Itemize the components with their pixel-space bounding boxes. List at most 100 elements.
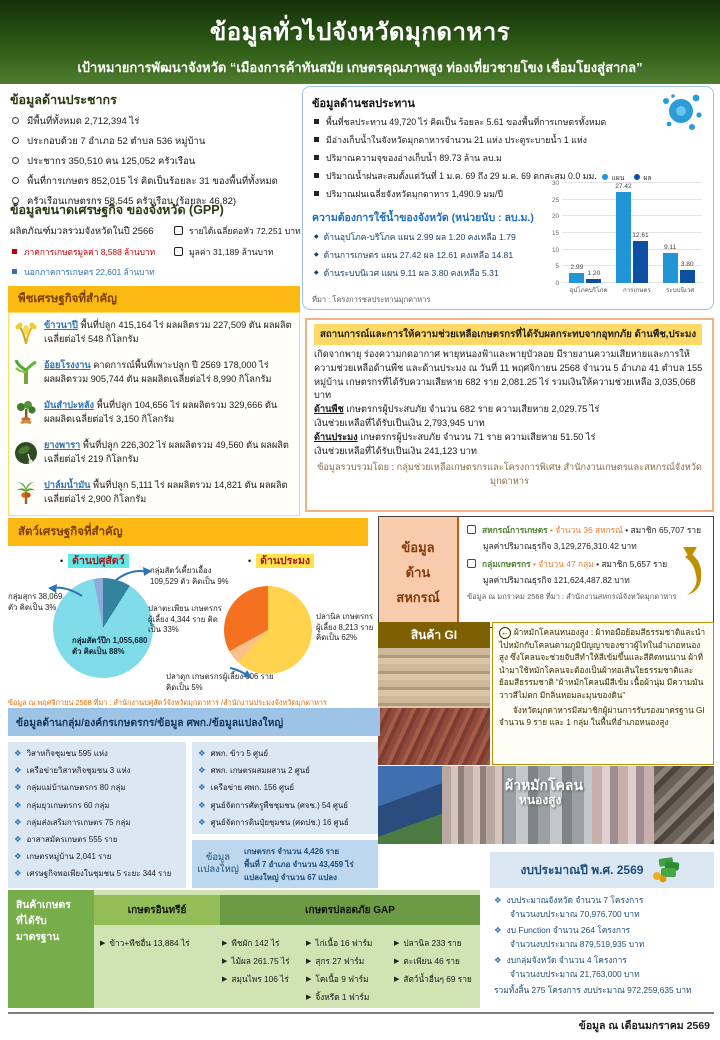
bar-ระบบนิเวศ: 9.11 [662,244,678,283]
pointer-arrow-icon [229,667,252,678]
standards-item: ไก่เนื้อ 16 ฟาร์ม [315,938,373,948]
table-cell: ▶ สัตว์น้ำอื่นๆ 69 ราย [394,974,478,985]
clover-bullet-icon: ❖ [198,782,206,793]
gi-header: สินค้า GI [378,622,490,648]
water-demand-block: ความต้องการใช้น้ำของจังหวัด (หน่วยนับ : … [312,209,550,306]
cooperative-label: ข้อมูล ด้าน สหกรณ์ [379,517,459,627]
sugarcane-icon [14,358,40,391]
water-splash-icon [663,94,702,130]
list-item: มีพื้นที่ทั้งหมด 2,712,394 ไร่ [10,114,300,129]
table-cell: ▶ ไก่เนื้อ 16 ฟาร์ม [306,938,392,949]
group-item: อาสาสมัครเกษตร 555 ราย [26,834,118,844]
table-cell: ▶ ไม้ผล 261.75 ไร่ [222,956,304,967]
crop-item: อ้อยโรงงาน คาดการณ์พื้นที่เพาะปลูก ปี 25… [14,358,292,391]
irrigation-source: ที่มา : โครงการชลประทานมุกดาหาร [312,295,431,304]
triangle-bullet-icon: ▶ [394,976,400,983]
footer-date: ข้อมูล ณ เดือนมกราคม 2569 [578,1020,710,1032]
standards-item: ปลานิล 233 ราย [403,938,462,948]
irrigation-item: ปริมาณความจุของอ่างเก็บน้ำ 89.73 ล้าน ลบ… [326,153,502,163]
situation-plants: ด้านพืช เกษตรกรผู้ประสบภัย จำนวน 682 ราย… [314,403,705,417]
bar-อุปโภคบริโภค: 2.99 [569,264,585,283]
pie-label-catfish: ปลาดุก เกษตรกรผู้เลี้ยง 606 ราย คิดเป็น … [166,672,274,692]
crop-detail: คาดการณ์พื้นที่เพาะปลูก ปี 2569 178,000 … [44,360,272,385]
pie-livestock [53,578,153,678]
groups-title: ข้อมูลด้านกลุ่ม/องค์กรเกษตรกร/ข้อมูล ศพก… [16,717,284,729]
list-item: ❖ อาสาสมัครเกษตร 555 ราย [14,834,180,845]
irrigation-item: พื้นที่ชลประทาน 49,720 ไร่ คิดเป็น ร้อยล… [326,117,607,127]
pie1-title-row: • ด้านปศุสัตว์ [60,552,129,569]
population-item: พื้นที่การเกษตร 852,015 ไร่ คิดเป็นร้อยล… [27,176,278,187]
irrigation-item: ปริมาณฝนเฉลี่ยจังหวัดมุกดาหาร 1,490.9 มม… [326,189,503,199]
water-demand-item: ด้านการเกษตร แผน 27.42 ผล 12.61 คงเหลือ … [323,250,514,260]
gi-caption-line1: ผ้าหมักโคลน [505,777,584,793]
groups-right-box: ❖ ศพก. ข้าว 5 ศูนย์ ❖ ศพก. เกษตรผสมผสาน 2 … [192,742,378,834]
water-chart-plot: 0 5 10 15 20 25 30 2.99 1.20 27.42 12.61 9.11 3.80 [552,180,702,287]
gi-photo-woven-fabric [378,708,490,765]
crop-name: ยางพารา [44,440,81,450]
gpp-row: ผลิตภัณฑ์มวลรวมจังหวัดในปี 2566 รายได้เฉ… [10,224,302,239]
coop-members: • สมาชิก 65,707 ราย [625,525,701,535]
table-cell: ▶ พืชผัก 142 ไร่ [222,938,304,949]
crop-detail: พื้นที่ปลูก 104,656 ไร่ ผลผลิตรวม 329,66… [44,400,278,425]
rubber-icon [14,438,40,471]
page-title: ข้อมูลทั่วไปจังหวัดมุกดาหาร [209,19,511,46]
crop-item: ปาล์มน้ำมัน พื้นที่ปลูก 5,111 ไร่ ผลผลิต… [14,478,292,511]
water-chart-cats: อุปโภคบริโภค การเกษตร ระบบนิเวศ [569,287,695,294]
group-item: เครือข่าย ศพก. 156 ศูนย์ [210,783,294,793]
standards-label: สินค้าเกษตร ที่ได้รับ มาตรฐาน [8,890,94,1008]
gpp-row: ภาคการเกษตรมูลค่า 8,588 ล้านบาท มูลค่า 3… [10,245,302,259]
gi-caption-line2: หนองสูง [519,793,562,807]
triangle-bullet-icon: ▶ [394,940,400,947]
coop-label-line: ข้อมูล [401,539,435,555]
list-item: ครัวเรือนเกษตรกร 58,545 ครัวเรือน (ร้อยล… [10,194,300,209]
irrigation-item: มีอ่างเก็บน้ำในจังหวัดมุกดาหารจำนวน 21 แ… [326,135,587,145]
crops-title: พืชเศรษฐกิจที่สำคัญ [18,293,117,305]
list-item: ❖ กลุ่มยุวเกษตรกร 60 กลุ่ม [14,800,180,811]
gi-photo-cloth [442,766,504,844]
clover-bullet-icon: ❖ [14,782,22,793]
coop-name: สหกรณ์การเกษตร [482,525,548,535]
coop-name: กลุ่มเกษตรกร [482,559,531,569]
irrigation-title: ข้อมูลด้านชลประทาน [312,98,415,110]
pointer-arrow-icon [115,567,152,581]
clover-bullet-icon: ❖ [494,895,502,905]
water-chart-legend: แผน ผล [546,171,708,183]
clover-bullet-icon: ❖ [14,765,22,776]
gap-header: เกษตรปลอดภัย GAP [220,895,480,925]
clover-bullet-icon: ❖ [14,851,22,862]
standards-item: พืชผัก 142 ไร่ [231,938,280,948]
triangle-bullet-icon: ▶ [222,940,228,947]
flood-situation-section: สถานการณ์และการให้ความช่วยเหลือเกษตรกรที… [305,318,714,512]
population-section: ข้อมูลด้านประชากร มีพื้นที่ทั้งหมด 2,712… [10,90,300,214]
standards-item: โคเนื้อ 9 ฟาร์ม [315,974,369,984]
gi-photo-hanging-fabric [504,766,592,844]
gpp-income-text: รายได้เฉลี่ยต่อหัว 72,251 บาท [189,226,301,236]
budget-line: งบ Function จำนวน 264 โครงการ [506,925,631,935]
crop-name: มันสำปะหลัง [44,400,95,410]
gpp-agri-text: ภาคการเกษตรมูลค่า 8,588 ล้านบาท [24,247,156,257]
diamond-bullet-icon: ◆ [314,234,319,240]
list-item: ❖ กลุ่มส่งเสริมการเกษตร 75 กลุ่ม [14,817,180,828]
diamond-bullet-icon: ◆ [314,252,319,258]
clover-bullet-icon: ❖ [494,955,502,965]
triangle-bullet-icon: ▶ [306,976,312,983]
coop-members: • สมาชิก 5,657 ราย [596,559,668,569]
bigplot-line: เกษตรกร จำนวน 4,426 ราย [244,846,339,856]
budget-item: ❖ งบ Function จำนวน 264 โครงการ [494,924,714,936]
clover-bullet-icon: ❖ [14,799,22,810]
pie-label-poultry: กลุ่มสัตว์ปีก 1,055,680 ตัว คิดเป็น 88% [72,636,148,656]
group-item: เกษตรหมู่บ้าน 2,041 ราย [26,852,112,862]
water-demand-title: ความต้องการใช้น้ำของจังหวัด (หน่วยนับ : … [312,212,534,224]
group-item: เครือข่ายวิสาหกิจชุมชน 3 แห่ง [26,766,131,776]
list-item: พื้นที่การเกษตร 852,015 ไร่ คิดเป็นร้อยล… [10,174,300,189]
situation-title: สถานการณ์และการให้ความช่วยเหลือเกษตรกรที… [314,324,703,345]
gpp-title: ข้อมูลขนาดเศรษฐกิจ ของจังหวัด (GPP) [10,203,224,217]
standards-label-line: สินค้าเกษตร [16,900,71,911]
group-item: ศพก. ข้าว 5 ศูนย์ [210,749,269,758]
bar-ระบบนิเวศ: 3.80 [679,261,695,283]
clover-bullet-icon: ❖ [14,833,22,844]
situation-plants-money: เงินช่วยเหลือที่ได้รับเป็นเงิน 2,793,945… [314,417,485,428]
gi-text-1: ผ้าหมักโคลนหนองสูง : ผ้าทอมือย้อมสีธรรมช… [499,628,706,700]
circle-bullet-icon [12,197,19,204]
